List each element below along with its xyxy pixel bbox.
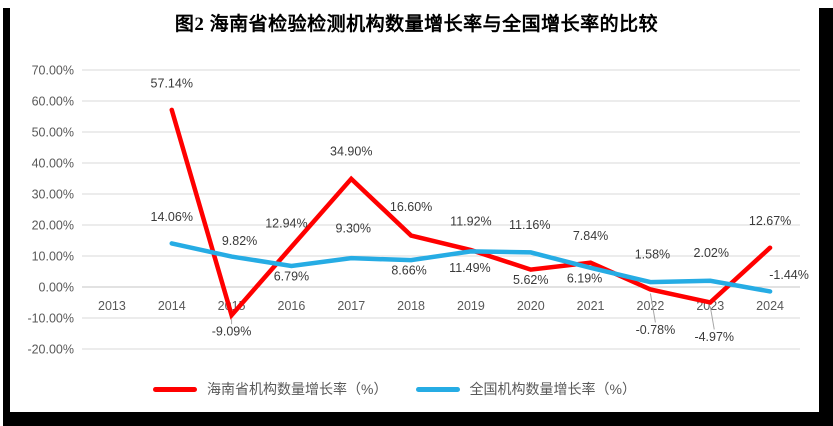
legend-label-hainan: 海南省机构数量增长率（%）	[207, 381, 388, 397]
x-axis-tick-label: 2024	[756, 299, 784, 313]
data-label: 6.19%	[567, 271, 602, 285]
legend-label-national: 全国机构数量增长率（%）	[469, 381, 636, 397]
data-label: -0.78%	[636, 323, 676, 337]
chart-title: 图2 海南省检验检测机构数量增长率与全国增长率的比较	[174, 14, 659, 35]
data-label: 34.90%	[330, 144, 372, 158]
data-label: 9.82%	[222, 234, 257, 248]
data-label: -1.44%	[769, 268, 809, 282]
data-label: 11.49%	[449, 261, 490, 275]
y-axis-tick-label: 70.00%	[32, 64, 74, 78]
hainan-series-line	[169, 107, 773, 320]
data-label: 11.16%	[509, 218, 550, 232]
national-series-line	[169, 241, 773, 294]
data-label: 7.84%	[573, 229, 608, 243]
y-axis-tick-label: 60.00%	[32, 95, 74, 109]
data-label-leader-line	[649, 293, 656, 323]
data-label: 57.14%	[151, 76, 193, 90]
x-axis-tick-label: 2018	[397, 299, 425, 313]
y-axis-tick-label: 10.00%	[32, 250, 74, 264]
data-label: 2.02%	[694, 246, 729, 260]
legend-item-hainan: 海南省机构数量增长率（%）	[153, 379, 388, 399]
data-label: 1.58%	[635, 248, 670, 262]
data-label: 12.67%	[749, 214, 791, 228]
x-axis-tick-label: 2013	[98, 299, 126, 313]
y-axis-tick-label: -10.00%	[27, 312, 74, 326]
x-axis-tick-label: 2022	[637, 299, 665, 313]
data-label: 6.79%	[274, 269, 309, 283]
data-label: 14.06%	[151, 210, 193, 224]
data-label: 16.60%	[390, 200, 432, 214]
data-label: 8.66%	[391, 264, 426, 278]
data-label: -9.09%	[212, 325, 252, 339]
y-axis-tick-label: 20.00%	[32, 219, 74, 233]
data-label: 12.94%	[265, 216, 307, 230]
x-axis-tick-label: 2020	[517, 299, 545, 313]
data-label: 11.92%	[450, 215, 491, 229]
y-axis-tick-label: 0.00%	[39, 281, 74, 295]
x-axis-tick-label: 2016	[278, 299, 306, 313]
y-axis-tick-label: -20.00%	[27, 343, 74, 357]
x-axis-tick-label: 2021	[577, 299, 605, 313]
legend-item-national: 全国机构数量增长率（%）	[415, 379, 636, 399]
data-label: 5.62%	[513, 273, 548, 287]
data-label: 9.30%	[336, 222, 371, 236]
national-series-swatch	[415, 386, 460, 392]
y-axis-tick-label: 50.00%	[32, 126, 74, 140]
hainan-series-swatch	[153, 386, 198, 392]
x-axis-tick-label: 2014	[158, 299, 186, 313]
y-axis-tick-label: 40.00%	[32, 157, 74, 171]
x-axis-tick-label: 2019	[457, 299, 485, 313]
data-label: -4.97%	[694, 330, 734, 344]
y-axis-tick-label: 30.00%	[32, 188, 74, 202]
legend: 海南省机构数量增长率（%） 全国机构数量增长率（%）	[0, 379, 811, 399]
x-axis-tick-label: 2017	[337, 299, 365, 313]
data-label-leader-line	[709, 306, 715, 330]
